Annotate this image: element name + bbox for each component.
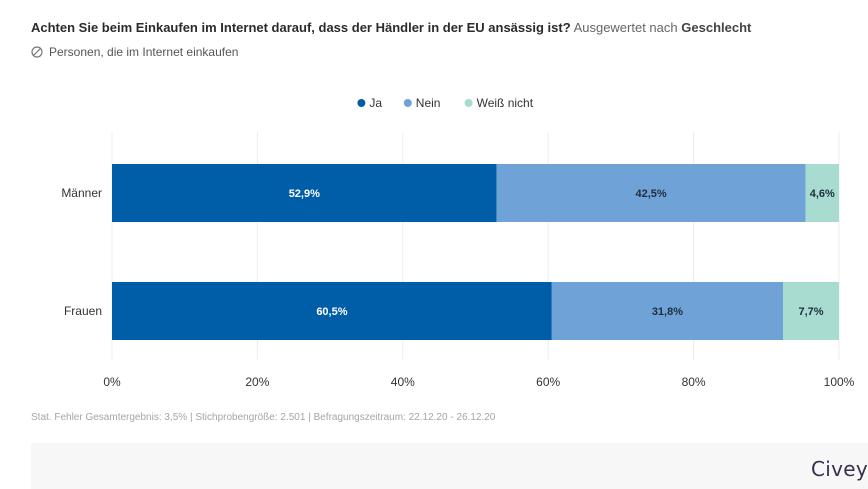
legend-label: Ja [369,96,382,110]
bar-segment[interactable] [805,164,839,222]
data-label: 31,8% [652,306,683,318]
chart-legend: Ja Nein Weiß nicht [357,96,534,110]
category-label: Männer [61,186,102,200]
x-axis: 0% 20% 40% 60% 80% 100% [103,375,854,389]
user-group-icon [31,46,43,58]
x-tick-label: 40% [391,375,415,389]
evaluated-prefix: Ausgewertet nach [573,20,678,35]
legend-item[interactable]: Ja [357,96,382,110]
data-label: 7,7% [798,306,823,318]
data-label: 52,9% [289,188,320,200]
bar-segment[interactable] [112,282,552,340]
data-label: 4,6% [810,188,835,200]
chart-bars: Männer 52,9% 42,5% 4,6% Frauen 60,5% 31,8% 7,7% [61,164,839,340]
data-label: 60,5% [316,306,347,318]
brand-logo[interactable]: Civey [811,457,868,481]
population-filter: Personen, die im Internet einkaufen [31,45,238,59]
category-label: Frauen [64,304,102,318]
legend-marker [403,99,412,107]
legend-marker [464,99,473,107]
bar-segment[interactable] [783,282,839,340]
evaluated-by: Geschlecht [681,20,752,35]
legend-marker [357,99,366,107]
x-tick-label: 60% [536,375,560,389]
population-text: Personen, die im Internet einkaufen [49,45,239,59]
legend-item[interactable]: Nein [403,96,441,110]
data-label: 42,5% [635,188,666,200]
bar-segment[interactable] [496,164,806,222]
stacked-bar-chart: Ja Nein Weiß nicht Männer 52,9% 42,5% 4,6% Fra… [61,96,854,389]
question-text: Achten Sie beim Einkaufen im Internet da… [31,20,571,35]
footer-band: Civey [31,443,868,489]
bar-segment[interactable] [112,164,497,222]
x-tick-label: 0% [103,375,121,389]
legend-item[interactable]: Weiß nicht [464,96,534,110]
footnote: Stat. Fehler Gesamtergebnis: 3,5% | Stic… [31,412,496,423]
bar-segment[interactable] [551,282,784,340]
x-tick-label: 100% [824,375,855,389]
x-tick-label: 80% [682,375,706,389]
x-tick-label: 20% [245,375,269,389]
chart-title: Achten Sie beim Einkaufen im Internet da… [31,20,751,35]
legend-label: Nein [416,96,441,110]
legend-label: Weiß nicht [477,96,534,110]
